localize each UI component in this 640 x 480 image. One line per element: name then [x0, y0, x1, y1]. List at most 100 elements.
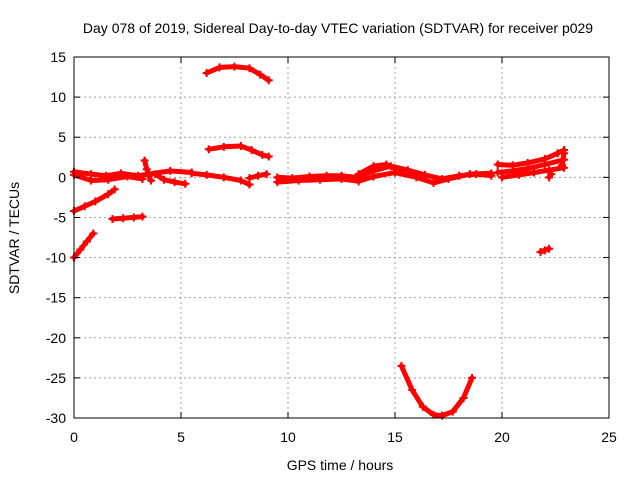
series-trace	[398, 363, 475, 419]
data-point	[408, 385, 417, 394]
data-point	[202, 170, 211, 179]
data-point	[142, 165, 151, 174]
data-point	[515, 170, 524, 179]
data-point	[159, 175, 168, 184]
data-point	[119, 214, 128, 223]
data-point	[536, 247, 545, 256]
data-point	[498, 173, 506, 182]
series-10	[202, 62, 273, 85]
y-tick-label: -25	[46, 370, 66, 386]
data-point	[382, 160, 391, 169]
series-6	[245, 170, 271, 183]
data-point	[468, 373, 477, 382]
x-axis-tick-labels: 0 5 10 15 20 25	[70, 429, 617, 445]
data-point	[429, 178, 438, 187]
data-point	[418, 402, 427, 411]
data-point	[219, 142, 228, 151]
data-point	[547, 170, 556, 179]
data-point	[245, 64, 254, 73]
y-tick-label: 10	[50, 89, 66, 105]
data-point	[557, 161, 566, 170]
data-point	[236, 176, 245, 185]
data-point	[151, 170, 160, 179]
x-tick-label: 20	[494, 429, 510, 445]
data-point	[187, 169, 196, 178]
data-point	[545, 244, 554, 253]
data-point	[170, 178, 179, 187]
data-point	[247, 146, 256, 155]
data-point	[397, 166, 406, 175]
data-point	[412, 173, 421, 182]
data-series	[70, 62, 569, 420]
y-tick-label: 0	[58, 169, 66, 185]
data-point	[236, 142, 245, 151]
data-point	[76, 245, 85, 254]
data-point	[262, 170, 271, 179]
data-point	[140, 156, 149, 165]
y-tick-label: -20	[46, 330, 66, 346]
series-13	[273, 168, 496, 187]
series-trace	[142, 158, 154, 183]
data-point	[230, 62, 239, 71]
series-trace	[71, 231, 96, 261]
series-20	[545, 170, 556, 182]
data-point	[397, 361, 406, 370]
series-15	[397, 361, 477, 420]
data-point	[181, 179, 190, 188]
y-tick-label: -30	[46, 410, 66, 426]
data-point	[254, 171, 263, 180]
axis-ticks	[73, 56, 610, 419]
series-trace	[152, 171, 188, 187]
data-point	[316, 175, 325, 184]
series-21	[557, 149, 569, 170]
series-19	[536, 244, 554, 256]
y-axis-label: SDTVAR / TECUs	[6, 182, 22, 294]
data-point	[144, 171, 153, 180]
data-point	[429, 410, 438, 419]
data-point	[448, 407, 457, 416]
data-point	[444, 174, 453, 183]
data-point	[215, 63, 224, 72]
data-point	[202, 69, 211, 78]
data-point	[493, 168, 502, 177]
data-point	[369, 172, 378, 181]
data-point	[89, 229, 98, 238]
data-point	[91, 197, 100, 206]
data-point	[87, 176, 96, 185]
series-3	[140, 156, 156, 185]
y-tick-label: 15	[50, 49, 66, 65]
x-axis-label: GPS time / hours	[287, 457, 394, 473]
data-point	[245, 174, 254, 183]
data-point	[354, 177, 363, 186]
plot-frame	[73, 56, 610, 419]
series-18	[498, 163, 569, 182]
data-point	[465, 170, 474, 179]
data-point	[337, 174, 346, 183]
data-point	[256, 70, 265, 79]
series-5	[187, 169, 254, 189]
y-tick-label: -15	[46, 290, 66, 306]
data-point	[104, 190, 113, 199]
data-point	[273, 178, 282, 187]
series-trace	[356, 162, 404, 177]
y-tick-label: 5	[58, 129, 66, 145]
y-tick-label: -10	[46, 250, 66, 266]
x-tick-label: 15	[387, 429, 403, 445]
data-point	[104, 175, 113, 184]
series-9	[70, 229, 98, 262]
data-point	[166, 166, 175, 175]
data-point	[560, 149, 569, 158]
series-8	[108, 212, 147, 224]
data-point	[264, 76, 273, 85]
data-point	[80, 202, 89, 211]
data-point	[138, 212, 147, 221]
data-point	[459, 393, 468, 402]
data-point	[540, 246, 549, 255]
data-point	[204, 145, 213, 154]
data-point	[219, 173, 228, 182]
series-4	[151, 170, 190, 188]
data-point	[82, 237, 91, 246]
series-14	[354, 160, 406, 179]
grid-lines	[74, 57, 609, 418]
